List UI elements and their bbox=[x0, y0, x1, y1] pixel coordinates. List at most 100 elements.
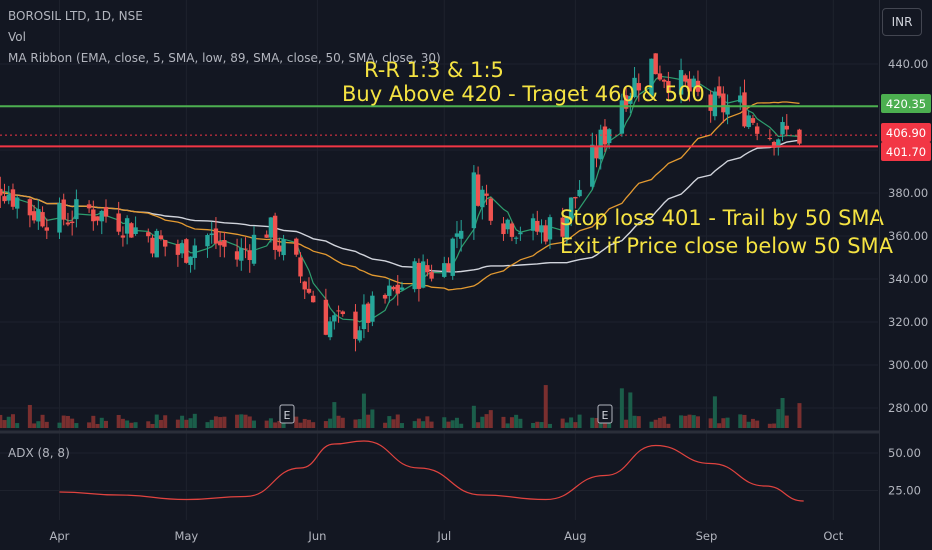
volume-bar bbox=[209, 419, 214, 428]
candle-body bbox=[560, 217, 565, 237]
candle-body bbox=[361, 304, 367, 330]
candle-body bbox=[387, 285, 392, 296]
volume-bar bbox=[65, 415, 70, 428]
volume-bar bbox=[383, 422, 388, 428]
volume-bar bbox=[158, 419, 163, 428]
volume-bar bbox=[353, 419, 358, 428]
currency-button[interactable]: INR bbox=[882, 8, 922, 36]
volume-bar bbox=[471, 405, 476, 428]
earnings-marker: E bbox=[597, 404, 613, 424]
earnings-marker-box bbox=[279, 404, 295, 424]
candle-body bbox=[488, 198, 493, 221]
candle-body bbox=[429, 272, 434, 279]
volume-bar bbox=[602, 421, 607, 428]
volume-bar bbox=[632, 415, 637, 428]
ma-sma-30 bbox=[0, 101, 800, 291]
candle-body bbox=[247, 250, 252, 261]
candle-body bbox=[505, 219, 510, 230]
volume-bar bbox=[2, 420, 7, 428]
volume-bar bbox=[750, 418, 755, 428]
volume-bar bbox=[767, 423, 772, 428]
candle-body bbox=[222, 240, 227, 247]
candle-body bbox=[530, 218, 536, 231]
volume-bar bbox=[547, 423, 552, 428]
candle-body bbox=[518, 232, 523, 235]
candle-body bbox=[251, 234, 257, 264]
volume-bar bbox=[484, 414, 489, 428]
price-tick-label: 320.00 bbox=[888, 315, 928, 329]
candle-body bbox=[146, 232, 151, 237]
volume-bar bbox=[91, 415, 96, 428]
time-tick-label: Apr bbox=[50, 529, 70, 543]
candle-body bbox=[683, 75, 688, 82]
annotation-buy: Buy Above 420 - Traget 460 & 500 bbox=[342, 82, 705, 106]
volume-bar bbox=[70, 418, 75, 428]
candle-body bbox=[649, 58, 654, 96]
ma-ribbon-legend[interactable]: MA Ribbon (EMA, close, 5, SMA, low, 89, … bbox=[8, 51, 441, 65]
candle-body bbox=[619, 100, 625, 134]
annotations: R-R 1:3 & 1:5 Buy Above 420 - Traget 460… bbox=[342, 58, 894, 258]
candle-body bbox=[40, 212, 45, 227]
candle-body bbox=[606, 129, 612, 144]
candle-body bbox=[573, 197, 578, 199]
symbol-legend[interactable]: BOROSIL LTD, 1D, NSE bbox=[8, 9, 143, 23]
candle-body bbox=[184, 239, 189, 263]
adx-axis[interactable]: 50.00 25.00 bbox=[888, 446, 921, 498]
candle-body bbox=[36, 209, 41, 222]
vol-legend[interactable]: Vol bbox=[8, 30, 26, 44]
candle-body bbox=[217, 241, 223, 246]
volume-bar bbox=[188, 418, 193, 428]
volume-bar bbox=[146, 421, 151, 428]
candle-body bbox=[27, 199, 33, 216]
candle-body bbox=[632, 77, 637, 98]
time-axis[interactable]: Apr May Jun Jul Aug Sep Oct bbox=[50, 529, 844, 543]
candle-body bbox=[539, 225, 544, 233]
candle-body bbox=[294, 238, 299, 255]
volume-bar bbox=[416, 418, 421, 428]
candle-body bbox=[636, 83, 641, 91]
price-tag-2: 401.70 bbox=[886, 145, 926, 159]
candle-body bbox=[124, 218, 130, 234]
candle-body bbox=[243, 248, 248, 250]
candle-body bbox=[535, 220, 540, 232]
volume-bar bbox=[717, 423, 722, 428]
candle-body bbox=[10, 189, 16, 207]
volume-bar bbox=[780, 398, 785, 428]
volume-bar bbox=[480, 416, 485, 428]
candle-body bbox=[480, 189, 485, 208]
volume-bar bbox=[323, 421, 328, 428]
candle-body bbox=[738, 95, 743, 103]
candle-body bbox=[306, 288, 312, 293]
volume-bar bbox=[535, 421, 540, 428]
candle-body bbox=[6, 194, 11, 201]
candle-body bbox=[391, 286, 396, 290]
candle-body bbox=[340, 311, 345, 315]
candle-body bbox=[501, 223, 506, 235]
volume-bar bbox=[366, 414, 371, 428]
candle-body bbox=[162, 240, 168, 247]
candle-body bbox=[365, 303, 371, 323]
volume-bar bbox=[175, 419, 180, 428]
adx-line bbox=[59, 440, 804, 502]
candle-body bbox=[44, 227, 49, 231]
candle-body bbox=[175, 244, 181, 255]
volume-bar bbox=[222, 416, 227, 428]
volume-bar bbox=[666, 423, 671, 428]
volume-bar bbox=[446, 421, 451, 428]
volume-bar bbox=[357, 419, 362, 428]
volume-bar bbox=[57, 422, 62, 428]
candle-body bbox=[103, 206, 109, 217]
candle-body bbox=[420, 261, 426, 288]
volume-bar bbox=[742, 414, 747, 428]
price-tags: 420.35 406.90 401.70 bbox=[881, 94, 931, 161]
time-tick-label: Sep bbox=[696, 529, 718, 543]
adx-legend[interactable]: ADX (8, 8) bbox=[8, 446, 70, 460]
candle-body bbox=[310, 295, 316, 303]
time-tick-label: Aug bbox=[564, 529, 586, 543]
volume-bar bbox=[391, 419, 396, 428]
candle-body bbox=[653, 53, 658, 75]
candle-body bbox=[353, 311, 358, 339]
candle-body bbox=[568, 197, 574, 220]
